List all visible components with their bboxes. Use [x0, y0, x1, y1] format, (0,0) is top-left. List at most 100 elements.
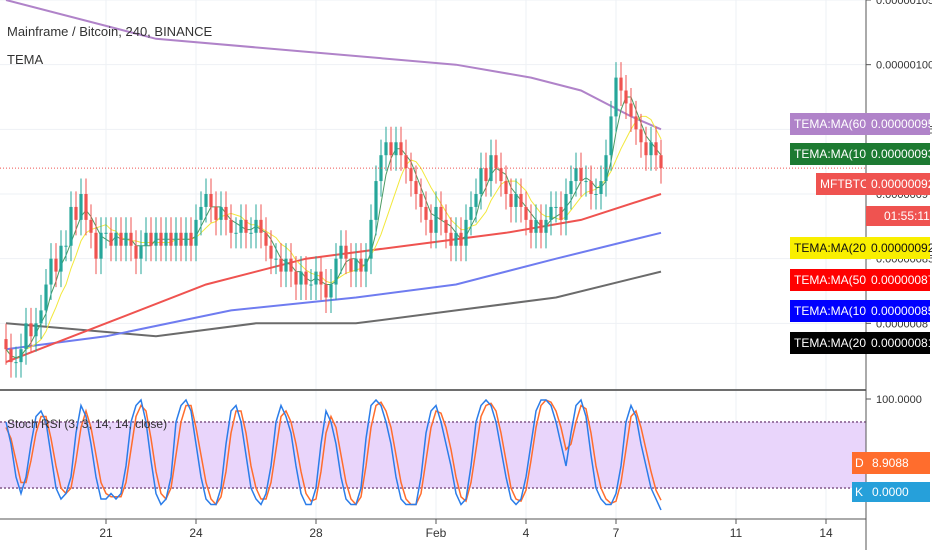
candle-body: [259, 219, 263, 233]
ma100-price-label-value: 0.00000085: [871, 304, 932, 318]
candle-body: [639, 129, 643, 143]
candle-body: [329, 284, 333, 298]
time-tick-label: 7: [613, 526, 620, 540]
candle-body: [544, 219, 548, 233]
candle-body: [269, 245, 273, 259]
symbol-price-label: MFTBTC 0.00000092: [816, 173, 932, 195]
candle-body: [184, 232, 188, 246]
stoch-k-value-bg: [866, 482, 930, 502]
candle-body: [374, 181, 378, 220]
stoch-rsi-labels: D 8.9088 K 0.0000: [852, 452, 930, 502]
candle-body: [74, 206, 78, 220]
candle-body: [34, 323, 38, 337]
ma20-price-label-name-bg: [790, 237, 866, 259]
candle-body: [404, 155, 408, 169]
ma20-price-label: TEMA:MA(20) 0.00000092: [790, 237, 932, 259]
time-tick-label: 21: [99, 526, 113, 540]
price-tick-label: 0.00000105: [876, 0, 932, 7]
candle-body: [429, 219, 433, 233]
candle-body: [214, 206, 218, 220]
time-tick-label: 11: [730, 526, 743, 540]
candle-body: [39, 310, 43, 324]
ma200-price-label-value: 0.00000081: [871, 336, 932, 350]
candle-body: [574, 168, 578, 182]
candle-body: [24, 323, 28, 350]
candle-body: [559, 206, 563, 220]
candle-body: [89, 219, 93, 233]
candle-body: [49, 258, 53, 285]
candle-body: [189, 232, 193, 246]
candle-body: [59, 245, 63, 272]
candle-body: [629, 103, 633, 117]
candle-body: [114, 232, 118, 246]
ma10-price-label-name: TEMA:MA(10): [794, 147, 870, 161]
candle-body: [424, 206, 428, 220]
ma200-price-label-name-bg: [790, 332, 866, 354]
candle-body: [194, 219, 198, 246]
candle-body: [519, 194, 523, 207]
candle-body: [334, 258, 338, 285]
candle-body: [179, 232, 183, 246]
candle-body: [284, 258, 288, 272]
candle-body: [224, 206, 228, 220]
candle-body: [309, 284, 313, 286]
candle-body: [589, 181, 593, 194]
candle-body: [64, 245, 68, 247]
candle-body: [359, 258, 363, 272]
candle-body: [79, 194, 83, 220]
candle-body: [129, 232, 133, 246]
candle-body: [274, 258, 278, 260]
ma600-price-label-name: TEMA:MA(600): [794, 117, 877, 131]
candle-body: [529, 219, 533, 233]
candle-body: [414, 181, 418, 194]
osc-tick-label: 100.0000: [876, 394, 922, 406]
candle-body: [324, 284, 328, 298]
candle-body: [394, 142, 398, 156]
candle-body: [174, 232, 178, 246]
ma50-price-label-value: 0.00000087: [871, 273, 932, 287]
candle-body: [279, 258, 283, 272]
ma50-price-label-name: TEMA:MA(50): [794, 273, 870, 287]
ma20-price-label-value: 0.00000092: [871, 241, 932, 255]
candle-body: [69, 206, 73, 246]
candle-body: [439, 206, 443, 220]
candle-body: [504, 181, 508, 194]
candle-body: [154, 232, 158, 246]
ma100-price-label-name: TEMA:MA(100): [794, 304, 877, 318]
candle-body: [264, 232, 268, 246]
candle-body: [119, 232, 123, 246]
candle-body: [364, 258, 368, 272]
candle-body: [9, 349, 13, 363]
candle-body: [4, 339, 8, 350]
candle-body: [139, 245, 143, 259]
candle-body: [134, 245, 138, 259]
candle-body: [239, 219, 243, 233]
candle-body: [144, 232, 148, 246]
candle-body: [614, 77, 618, 117]
symbol-price-label-value-bg: [866, 173, 930, 195]
candle-body: [159, 232, 163, 246]
candle-body: [599, 181, 603, 194]
ma200-line: [5, 270, 662, 338]
ma10-price-label: TEMA:MA(10) 0.00000093: [790, 143, 932, 165]
candle-body: [349, 258, 353, 272]
candle-body: [149, 232, 153, 246]
candle-body: [99, 232, 103, 259]
candle-body: [354, 258, 358, 272]
candle-body: [509, 194, 513, 207]
candle-body: [109, 232, 113, 246]
ma10-price-label-value: 0.00000093: [871, 147, 932, 161]
candle-body: [319, 271, 323, 285]
symbol-price-label-name: MFTBTC: [820, 177, 869, 191]
candle-body: [294, 271, 298, 285]
candle-body: [654, 142, 658, 156]
candle-body: [29, 323, 33, 337]
ma50-price-label: TEMA:MA(50) 0.00000087: [790, 269, 932, 291]
candle-body: [344, 245, 348, 259]
candle-body: [469, 206, 473, 220]
ma600-price-label-value: 0.00000095: [871, 117, 932, 131]
candle-body: [494, 155, 498, 169]
candle-body: [564, 194, 568, 220]
candle-body: [489, 155, 493, 182]
